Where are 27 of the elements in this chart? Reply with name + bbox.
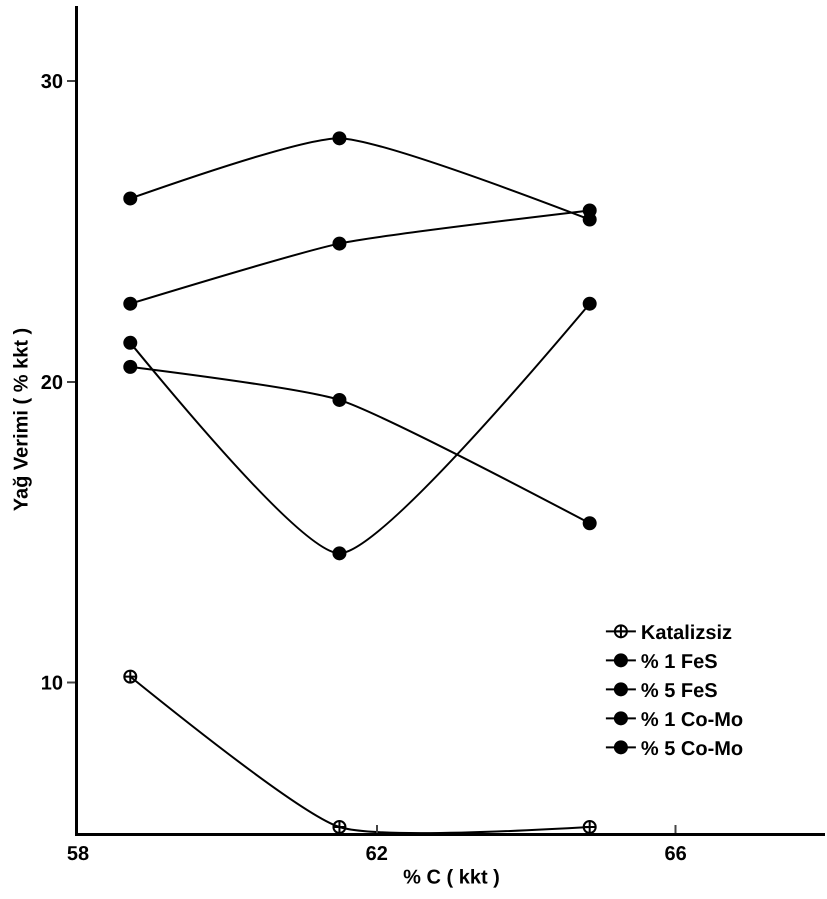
x-tick-label: 62 (366, 843, 388, 865)
point (582, 296, 597, 311)
point (332, 820, 346, 834)
legend-label: % 5 FeS (640, 680, 718, 702)
point (123, 670, 138, 684)
point (123, 296, 138, 311)
legend-label: Katalizsiz (640, 622, 732, 644)
point (332, 392, 346, 407)
point (123, 191, 138, 206)
legend-label: % 5 Co-Mo (640, 738, 744, 760)
point (582, 516, 597, 530)
legend-label: % 1 FeS (640, 651, 718, 674)
point (123, 360, 138, 374)
point (582, 820, 597, 834)
point (332, 236, 346, 251)
x-axis-title: % C ( kkt ) (403, 866, 500, 888)
y-tick-label: 20 (40, 372, 63, 394)
point (582, 203, 597, 218)
y-axis-title: Yağ Verimi ( % kkt ) (10, 328, 32, 512)
point (123, 336, 138, 350)
point (332, 546, 346, 560)
legend-label: % 1 Co-Mo (640, 709, 744, 732)
x-tick-label: 58 (66, 843, 90, 865)
y-tick-label: 10 (40, 672, 63, 695)
x-tick-label: 66 (664, 843, 687, 865)
y-tick-label: 30 (40, 71, 63, 94)
point (332, 131, 346, 146)
